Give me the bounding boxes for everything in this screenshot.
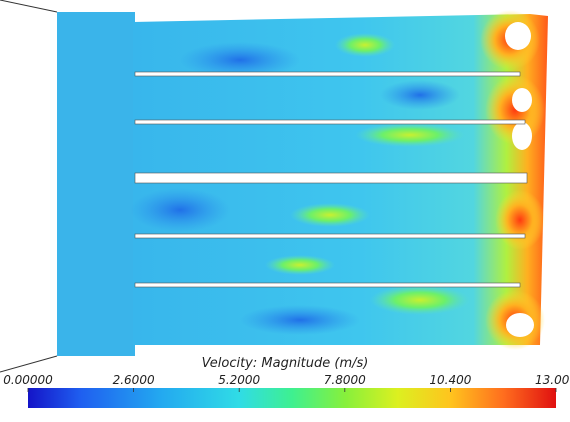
color-bar-ticks: 0.00000 2.6000 5.2000 7.8000 10.400 13.000 <box>3 373 570 392</box>
low-velocity-zone <box>180 42 300 78</box>
mid-velocity-zone <box>355 123 465 147</box>
recirculation-void <box>506 313 534 337</box>
color-bar <box>28 388 556 408</box>
mid-velocity-zone <box>335 33 395 57</box>
baffles <box>134 71 528 288</box>
baffle <box>134 172 528 184</box>
baffle <box>134 282 521 288</box>
inlet-region <box>57 12 135 356</box>
high-velocity-zone <box>485 75 545 145</box>
view-edge <box>0 355 58 373</box>
recirculation-void <box>512 122 532 150</box>
recirculation-void <box>512 88 532 112</box>
color-bar-tick-label: 5.2000 <box>218 373 260 387</box>
low-velocity-zone <box>130 188 230 232</box>
mid-velocity-zone <box>290 203 370 227</box>
high-velocity-zone <box>495 190 545 250</box>
mid-velocity-zone <box>265 255 335 275</box>
low-velocity-zone <box>240 305 360 335</box>
color-bar-tick-label: 7.8000 <box>324 373 366 387</box>
color-bar-tick-label: 10.400 <box>429 373 471 387</box>
mid-velocity-zone <box>370 285 470 315</box>
low-velocity-zone <box>380 80 460 110</box>
color-bar-tick-label: 0.00000 <box>3 373 53 387</box>
view-edge <box>0 0 58 13</box>
legend-title: Velocity: Magnitude (m/s) <box>202 356 369 371</box>
baffle <box>134 71 521 77</box>
color-bar-tick-label: 13.000 <box>535 373 570 387</box>
recirculation-void <box>505 22 531 50</box>
baffle <box>134 119 526 125</box>
color-bar-tick-label: 2.6000 <box>113 373 155 387</box>
baffle <box>134 233 526 239</box>
